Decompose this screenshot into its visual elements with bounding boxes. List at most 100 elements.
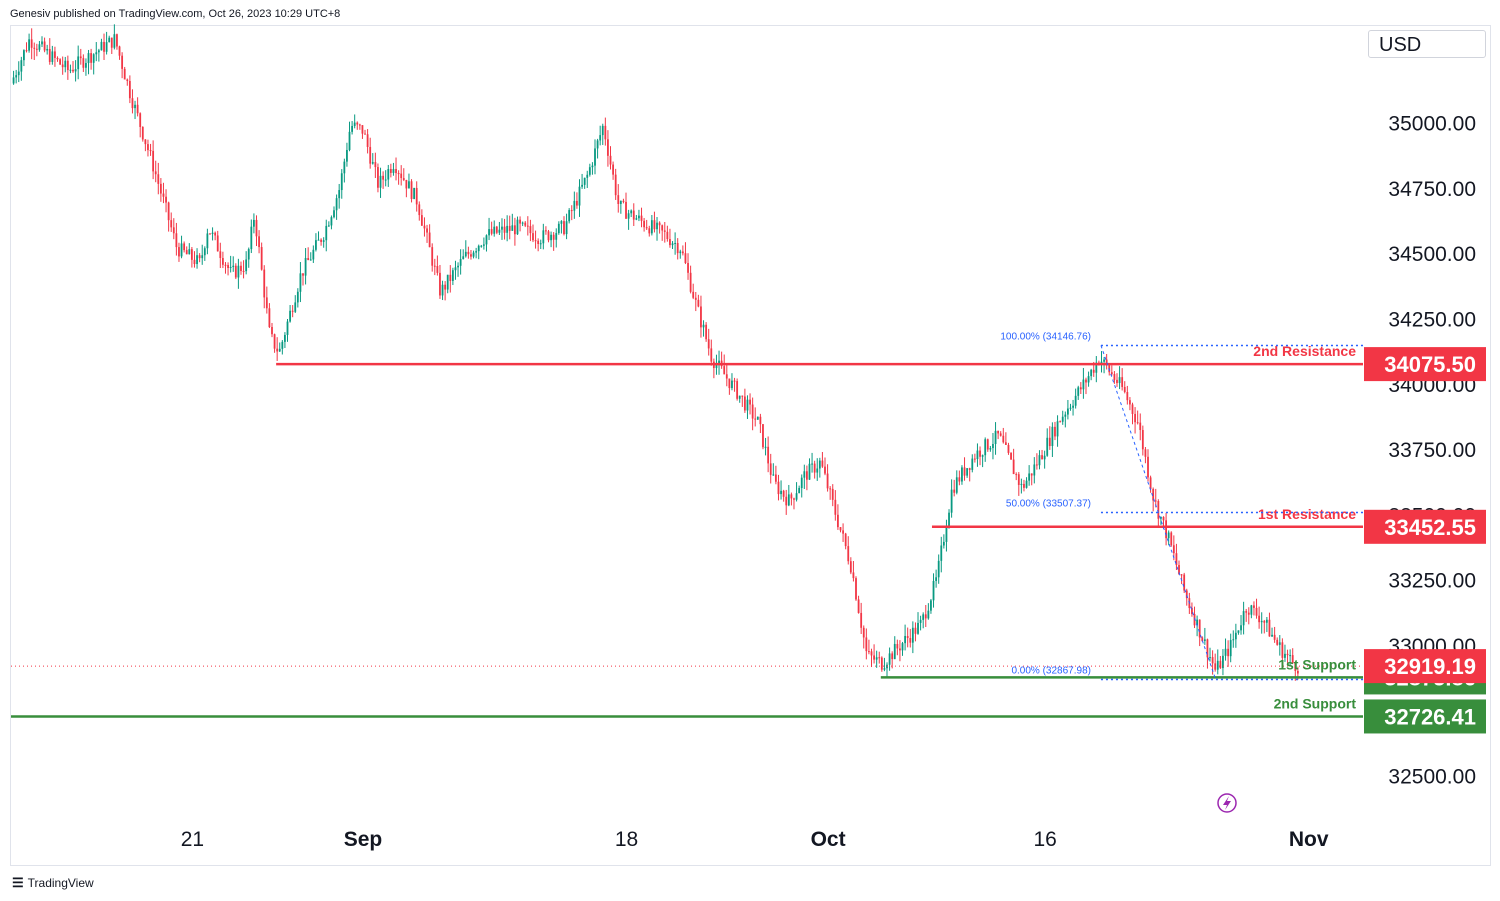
fibonacci-layer: 100.00% (34146.76) 50.00% (33507.37) 0.00%…: [1000, 331, 1363, 681]
candle-body: [265, 297, 268, 309]
candle-body: [371, 162, 374, 164]
candle-body: [322, 240, 325, 242]
candle-body: [922, 614, 925, 620]
level-price-badge: 34075.50: [1384, 352, 1476, 377]
y-tick-label: 33750.00: [1388, 439, 1476, 462]
candle-body: [307, 258, 310, 261]
candle-body: [1038, 455, 1041, 466]
candle-body: [361, 125, 364, 134]
y-tick-label: 34750.00: [1388, 178, 1476, 201]
candle-body: [59, 59, 62, 65]
candle-body: [756, 416, 759, 420]
candle-body: [754, 418, 757, 420]
candle-body: [1064, 414, 1067, 417]
candle-body: [232, 265, 235, 268]
candle-body: [578, 186, 581, 206]
candle-body: [1232, 639, 1235, 641]
level-label: 2nd Support: [1274, 695, 1357, 711]
candle-body: [1296, 670, 1299, 674]
candle-body: [1085, 379, 1087, 383]
candle-body: [333, 210, 335, 218]
y-tick-label: 34250.00: [1388, 309, 1476, 332]
candle-body: [242, 271, 245, 273]
candle-body: [159, 183, 162, 194]
candle-body: [330, 217, 333, 226]
candle-body: [475, 251, 478, 253]
candle-body: [896, 643, 899, 649]
lightning-icon[interactable]: [1217, 793, 1237, 813]
candle-body: [1206, 639, 1209, 658]
candle-body: [480, 245, 483, 247]
candle-body: [997, 430, 1000, 434]
candle-body: [743, 396, 746, 411]
candle-body: [1015, 474, 1018, 476]
candle-body: [692, 291, 695, 298]
candle-body: [54, 51, 56, 58]
candle-body: [563, 221, 565, 235]
y-tick-label: 32500.00: [1388, 766, 1476, 789]
candle-body: [1268, 619, 1271, 637]
candle-body: [157, 174, 160, 184]
candle-body: [69, 69, 72, 71]
candle-body: [162, 193, 165, 197]
candle-body: [175, 233, 178, 248]
candle-body: [1211, 657, 1214, 664]
candle-body: [152, 150, 155, 172]
candle-body: [1118, 377, 1121, 384]
candle-body: [550, 234, 552, 241]
candle-body: [1234, 632, 1237, 640]
candle-body: [23, 50, 25, 61]
candle-body: [648, 228, 651, 234]
candle-body: [123, 68, 126, 80]
candle-body: [1183, 574, 1186, 591]
candle-body: [904, 635, 907, 644]
candle-body: [992, 444, 994, 449]
candle-body: [379, 175, 382, 188]
currency-selector[interactable]: USD: [1368, 30, 1486, 58]
candle-body: [552, 234, 555, 240]
levels-layer: 2nd Resistance 1st Resistance 1st Support 2…: [11, 343, 1363, 718]
candle-body: [193, 259, 196, 265]
candle-body: [545, 230, 547, 232]
candle-body: [38, 44, 41, 50]
candle-body: [751, 404, 754, 419]
candle-body: [1033, 464, 1036, 476]
candle-body: [508, 225, 511, 231]
candle-body: [402, 178, 405, 180]
candle-body: [214, 232, 217, 236]
candle-body: [679, 251, 682, 254]
candle-body: [919, 619, 922, 623]
candle-body: [105, 42, 108, 52]
candle-body: [180, 243, 183, 257]
candle-body: [387, 169, 390, 180]
candle-body: [501, 226, 503, 230]
candle-body: [43, 41, 46, 51]
candle-body: [82, 58, 85, 68]
candle-body: [666, 231, 669, 240]
candle-body: [1147, 456, 1149, 478]
candle-body: [245, 259, 248, 272]
candle-body: [534, 240, 537, 242]
candle-body: [147, 144, 149, 151]
candle-body: [136, 104, 139, 114]
candle-body: [384, 179, 387, 181]
candle-body: [834, 499, 837, 515]
candle-body: [645, 227, 648, 229]
candle-body: [72, 69, 74, 72]
candle-body: [462, 256, 465, 260]
candle-body: [1028, 473, 1031, 481]
candle-body: [196, 255, 198, 265]
candle-body: [126, 79, 129, 81]
candle-body: [1090, 369, 1093, 377]
candle-body: [1167, 532, 1170, 539]
candle-body: [694, 297, 697, 300]
candle-body: [826, 473, 829, 489]
candle-body: [30, 39, 33, 48]
x-tick-label: 18: [615, 828, 638, 851]
candle-body: [782, 490, 785, 497]
candle-body: [914, 627, 917, 634]
candle-body: [968, 468, 971, 470]
candle-body: [470, 254, 472, 257]
candle-body: [17, 71, 20, 76]
